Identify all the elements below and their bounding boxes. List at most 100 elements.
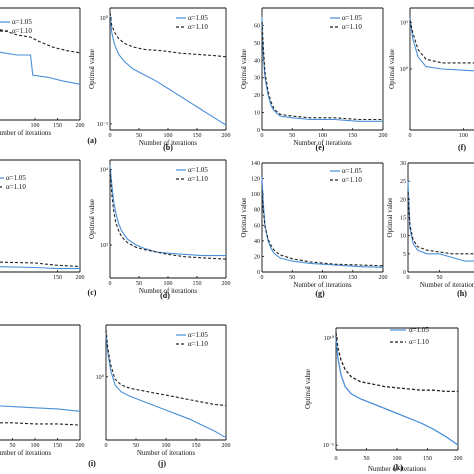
y-tick-label: 10 bbox=[400, 234, 406, 240]
x-tick-label: 200 bbox=[76, 275, 85, 281]
x-tick-label: 150 bbox=[192, 443, 201, 449]
x-axis-title: Number of iterations bbox=[137, 449, 196, 457]
y-axis-title: Optimal value bbox=[240, 49, 248, 89]
legend-label: α=1.05 bbox=[188, 14, 208, 22]
y-tick-label: 10² bbox=[100, 243, 108, 249]
chart-panel: 0 50 100 150 200 0 20 40 60 80 100 120 140 Number of … bbox=[240, 161, 388, 298]
y-tick-label: 10⁻⁵ bbox=[323, 443, 334, 449]
series-line bbox=[105, 334, 227, 439]
x-tick-label: 150 bbox=[53, 443, 62, 449]
x-tick-label: 150 bbox=[423, 456, 432, 462]
y-tick-label: 10⁰ bbox=[100, 15, 109, 22]
x-tick-label: 100 bbox=[162, 443, 171, 449]
legend-label: α=1.05 bbox=[342, 14, 362, 22]
y-tick-label: 140 bbox=[251, 161, 260, 167]
series-line bbox=[0, 405, 81, 412]
y-tick-label: 10⁻² bbox=[97, 122, 108, 128]
legend-label: α=1.10 bbox=[188, 340, 208, 348]
legend-label: α=1.05 bbox=[12, 18, 32, 26]
y-tick-label: 10¹ bbox=[400, 21, 408, 27]
series-line bbox=[407, 192, 474, 255]
series-line bbox=[0, 422, 81, 426]
y-tick-label: 0 bbox=[257, 270, 260, 276]
x-tick-label: 200 bbox=[222, 443, 231, 449]
y-tick-label: 5 bbox=[403, 252, 406, 258]
panel-label: (a) bbox=[87, 136, 97, 145]
series-line bbox=[261, 190, 384, 267]
x-tick-label: 0 bbox=[335, 456, 338, 462]
y-tick-label: 30 bbox=[400, 161, 406, 167]
x-tick-label: 100 bbox=[31, 443, 40, 449]
legend-label: α=1.05 bbox=[409, 326, 429, 334]
chart-panel: 100 150 200 Number of iterations α=1.05α=1.1… bbox=[0, 7, 97, 145]
y-tick-label: 80 bbox=[254, 208, 260, 214]
x-axis-title: Number of iterations bbox=[420, 281, 474, 289]
x-tick-label: 150 bbox=[53, 275, 62, 281]
x-tick-label: 50 bbox=[289, 133, 295, 139]
series-line bbox=[109, 12, 227, 126]
y-axis-title: Optimal value bbox=[304, 369, 312, 409]
x-tick-label: 50 bbox=[136, 133, 142, 139]
x-tick-label: 150 bbox=[193, 281, 202, 287]
series-line bbox=[261, 16, 383, 122]
y-tick-label: 100 bbox=[251, 192, 260, 198]
legend-label: α=1.10 bbox=[188, 175, 208, 183]
x-tick-label: 50 bbox=[289, 275, 295, 281]
chart-panel: 150 200 α=1.05α=1.10 (c) bbox=[0, 159, 97, 297]
x-tick-label: 150 bbox=[348, 133, 357, 139]
panel-label: (e) bbox=[316, 143, 325, 152]
x-tick-label: 50 bbox=[133, 443, 139, 449]
x-tick-label: 200 bbox=[379, 133, 388, 139]
x-tick-label: 100 bbox=[318, 275, 327, 281]
x-tick-label: 100 bbox=[164, 281, 173, 287]
series-line bbox=[335, 337, 459, 446]
x-tick-label: 100 bbox=[31, 123, 40, 129]
legend-label: α=1.05 bbox=[188, 166, 208, 174]
y-tick-label: 20 bbox=[254, 93, 260, 99]
x-tick-label: 0 bbox=[261, 133, 264, 139]
legend-label: α=1.10 bbox=[188, 23, 208, 31]
y-tick-label: 0 bbox=[403, 270, 406, 276]
x-tick-label: 200 bbox=[454, 456, 463, 462]
x-tick-label: 50 bbox=[136, 281, 142, 287]
x-tick-label: 100 bbox=[393, 456, 402, 462]
x-tick-label: 150 bbox=[53, 123, 62, 129]
x-axis-title: Number of iterations bbox=[293, 281, 352, 289]
x-tick-label: 0 bbox=[109, 281, 112, 287]
x-axis-title: Number of iterations bbox=[139, 139, 198, 147]
legend-label: α=1.10 bbox=[342, 176, 362, 184]
chart-panel: 0 100 10¹ 10⁰ Optimal value (f) bbox=[388, 7, 474, 152]
x-tick-label: 100 bbox=[164, 133, 173, 139]
legend-label: α=1.05 bbox=[6, 174, 26, 182]
x-tick-label: 100 bbox=[459, 133, 468, 139]
series-line bbox=[261, 176, 384, 268]
panel-label: (h) bbox=[457, 289, 467, 298]
x-tick-label: 200 bbox=[76, 443, 85, 449]
x-tick-label: 0 bbox=[407, 275, 410, 281]
panel-label: (i) bbox=[88, 459, 96, 468]
legend-label: α=1.10 bbox=[12, 27, 32, 35]
series-line bbox=[409, 17, 474, 72]
x-axis-title: Number of iterations bbox=[293, 139, 352, 147]
x-axis-title: Number of iterations bbox=[139, 287, 198, 295]
y-tick-label: 60 bbox=[254, 23, 260, 29]
y-tick-label: 15 bbox=[400, 216, 406, 222]
y-tick-label: 25 bbox=[400, 179, 406, 185]
chart-panel: 0 50 100 150 200 10¹⁰ 10⁻⁵ Number of iterations… bbox=[304, 326, 463, 473]
x-tick-label: 200 bbox=[222, 133, 231, 139]
panel-label: (j) bbox=[158, 459, 166, 468]
legend-label: α=1.10 bbox=[342, 23, 362, 31]
y-axis-title: Optimal value bbox=[88, 199, 96, 239]
chart-panel: 0 50 0 5 10 15 20 25 30 Number of iterations Optim… bbox=[386, 161, 474, 298]
chart-panel: 0 50 100 150 200 0 10 20 30 40 50 60 Number of itera… bbox=[240, 7, 388, 152]
legend-label: α=1.10 bbox=[6, 183, 26, 191]
x-axis-title: Number of iterations bbox=[368, 465, 427, 473]
x-axis-title: Number of iterations bbox=[0, 129, 51, 137]
panel-label: (g) bbox=[315, 289, 325, 298]
x-tick-label: 0 bbox=[261, 275, 264, 281]
series-line bbox=[109, 12, 227, 58]
y-tick-label: 40 bbox=[254, 239, 260, 245]
chart-panel: 0 50 100 150 200 10⁰ 10⁻² Number of iterations O… bbox=[88, 7, 231, 152]
y-tick-label: 50 bbox=[254, 41, 260, 47]
